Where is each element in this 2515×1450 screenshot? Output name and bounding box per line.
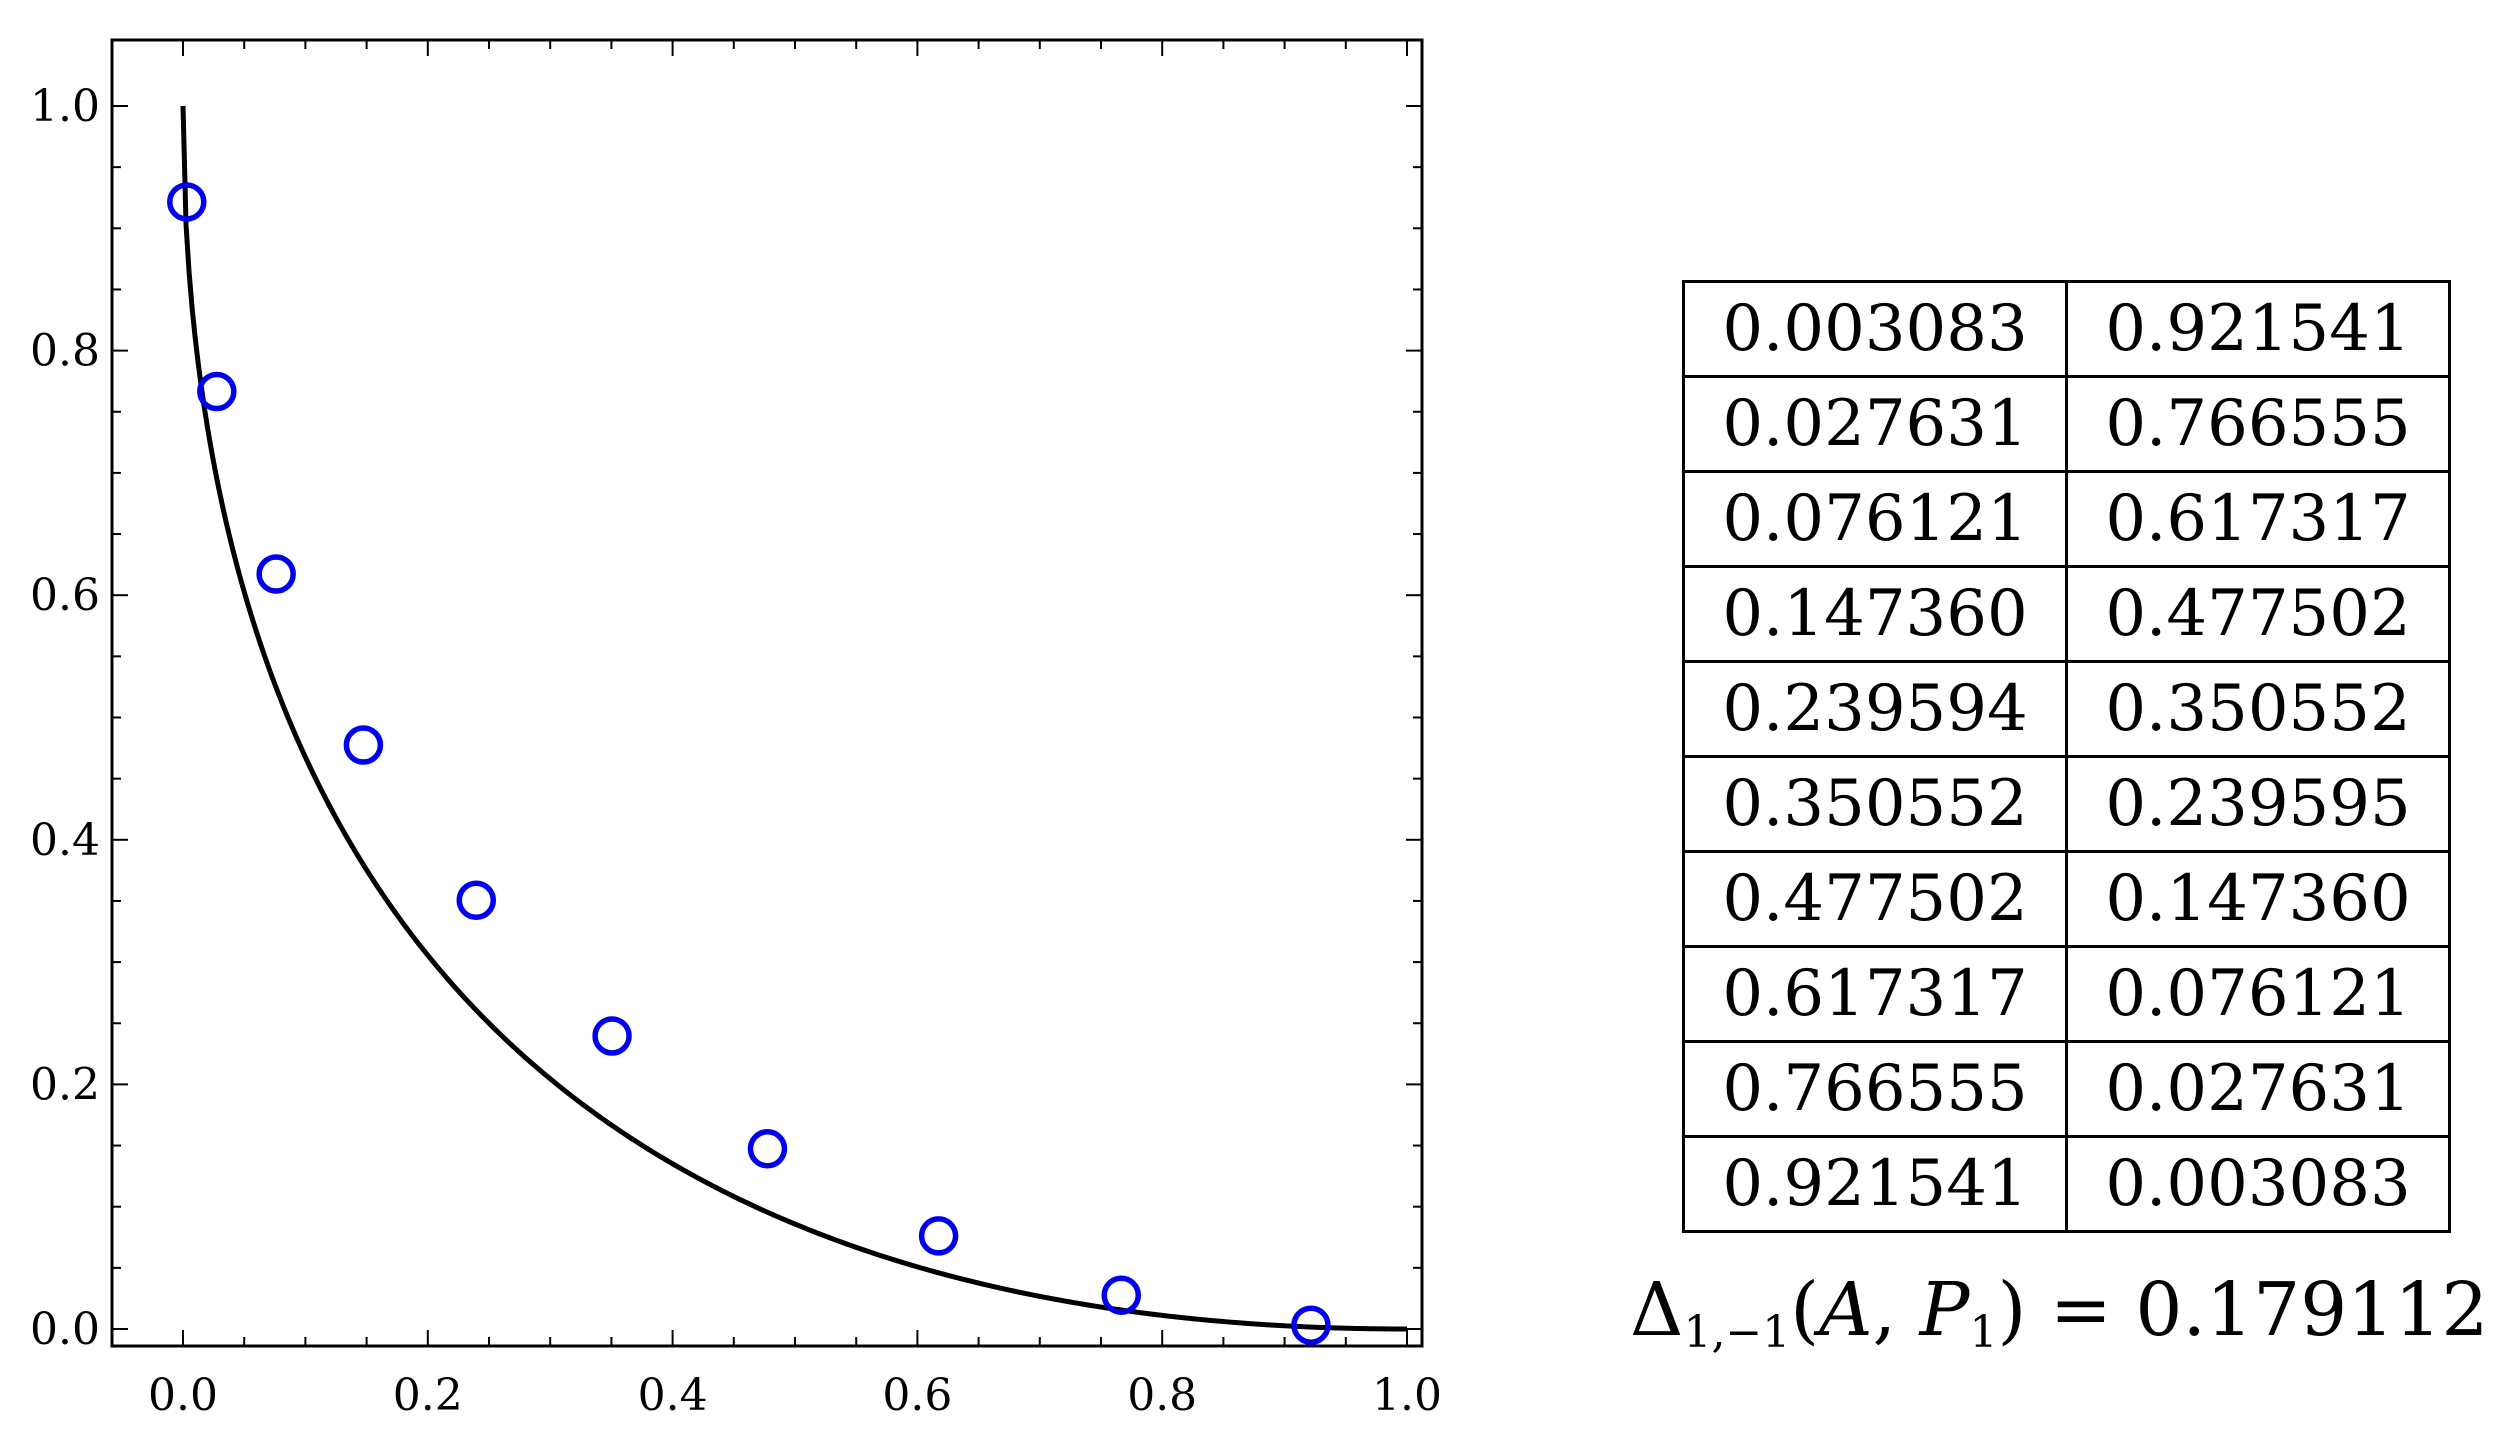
data-point bbox=[747, 1129, 788, 1169]
table-cell: 0.617317 bbox=[2065, 470, 2451, 568]
y-tick-label: 0.2 bbox=[30, 1059, 100, 1110]
table-cell: 0.239595 bbox=[2065, 755, 2451, 853]
table-cell: 0.477502 bbox=[1682, 850, 2068, 948]
y-tick-label: 0.6 bbox=[30, 570, 100, 621]
formula-open-paren: ( bbox=[1790, 1267, 1820, 1353]
plot-frame bbox=[110, 38, 1424, 1348]
formula-close-paren: ) bbox=[1997, 1267, 2027, 1353]
table-row: 0.921541 0.003083 bbox=[1682, 1135, 2451, 1233]
x-tick-label: 1.0 bbox=[1372, 1370, 1442, 1421]
delta-formula: Δ1,−1(A, P1) = 0.179112 bbox=[1630, 1250, 2500, 1370]
table-cell: 0.027631 bbox=[2065, 1040, 2451, 1138]
formula-equals: = bbox=[2026, 1267, 2136, 1353]
data-point bbox=[256, 554, 296, 594]
data-point bbox=[1101, 1275, 1142, 1315]
table-cell: 0.003083 bbox=[2065, 1135, 2451, 1233]
table-cell: 0.076121 bbox=[1682, 470, 2068, 568]
y-tick-label: 0.4 bbox=[30, 815, 100, 866]
table-cell: 0.477502 bbox=[2065, 565, 2451, 663]
data-point bbox=[456, 880, 497, 921]
formula-arg-p: P bbox=[1919, 1267, 1970, 1353]
table-row: 0.076121 0.617317 bbox=[1682, 470, 2451, 568]
data-point bbox=[592, 1016, 632, 1056]
table-cell: 0.239594 bbox=[1682, 660, 2068, 758]
table-cell: 0.027631 bbox=[1682, 375, 2068, 473]
x-axis-tick-labels: 0.0 0.2 0.4 0.6 0.8 1.0 bbox=[148, 1370, 1442, 1421]
table-cell: 0.350552 bbox=[1682, 755, 2068, 853]
y-tick-label: 1.0 bbox=[30, 81, 100, 132]
table-row: 0.147360 0.477502 bbox=[1682, 565, 2451, 663]
table-row: 0.350552 0.239595 bbox=[1682, 755, 2451, 853]
x-tick-label: 0.6 bbox=[882, 1370, 952, 1421]
curve-line bbox=[180, 105, 1407, 1332]
data-point bbox=[197, 371, 237, 412]
table-cell: 0.076121 bbox=[2065, 945, 2451, 1043]
formula-arg-a: A bbox=[1819, 1267, 1873, 1353]
data-point bbox=[918, 1216, 959, 1256]
table-cell: 0.350552 bbox=[2065, 660, 2451, 758]
table-row: 0.766555 0.027631 bbox=[1682, 1040, 2451, 1138]
table-cell: 0.147360 bbox=[1682, 565, 2068, 663]
y-tick-label: 0.0 bbox=[30, 1304, 100, 1355]
x-tick-label: 0.0 bbox=[148, 1370, 218, 1421]
results-table: 0.003083 0.921541 0.027631 0.766555 0.07… bbox=[1682, 280, 2451, 1233]
table-cell: 0.766555 bbox=[2065, 375, 2451, 473]
data-point bbox=[1291, 1305, 1331, 1345]
table-row: 0.477502 0.147360 bbox=[1682, 850, 2451, 948]
x-tick-label: 0.2 bbox=[393, 1370, 463, 1421]
table-row: 0.027631 0.766555 bbox=[1682, 375, 2451, 473]
y-tick-label: 0.8 bbox=[30, 326, 100, 377]
data-point bbox=[343, 725, 384, 765]
table-cell: 0.921541 bbox=[2065, 280, 2451, 378]
table-row: 0.003083 0.921541 bbox=[1682, 280, 2451, 378]
formula-symbol: Δ bbox=[1630, 1267, 1684, 1353]
formula-arg-p-subscript: 1 bbox=[1969, 1307, 1998, 1358]
table-cell: 0.617317 bbox=[1682, 945, 2068, 1043]
table-cell: 0.003083 bbox=[1682, 280, 2068, 378]
y-axis-tick-labels: 0.0 0.2 0.4 0.6 0.8 1.0 bbox=[30, 81, 100, 1355]
x-tick-label: 0.4 bbox=[638, 1370, 708, 1421]
chart: 0.0 0.2 0.4 0.6 0.8 1.0 0.0 0.2 0.4 0.6 0.8 1.0 bbox=[30, 38, 1442, 1421]
table-cell: 0.147360 bbox=[2065, 850, 2451, 948]
data-points bbox=[167, 182, 1331, 1345]
table-row: 0.239594 0.350552 bbox=[1682, 660, 2451, 758]
table-row: 0.617317 0.076121 bbox=[1682, 945, 2451, 1043]
x-tick-label: 0.8 bbox=[1127, 1370, 1197, 1421]
formula-subscript: 1,−1 bbox=[1683, 1307, 1791, 1358]
table-cell: 0.921541 bbox=[1682, 1135, 2068, 1233]
data-point bbox=[167, 182, 207, 222]
table-cell: 0.766555 bbox=[1682, 1040, 2068, 1138]
formula-comma: , bbox=[1872, 1267, 1920, 1353]
formula-value: 0.179112 bbox=[2135, 1267, 2489, 1353]
axis-ticks bbox=[112, 40, 1422, 1346]
